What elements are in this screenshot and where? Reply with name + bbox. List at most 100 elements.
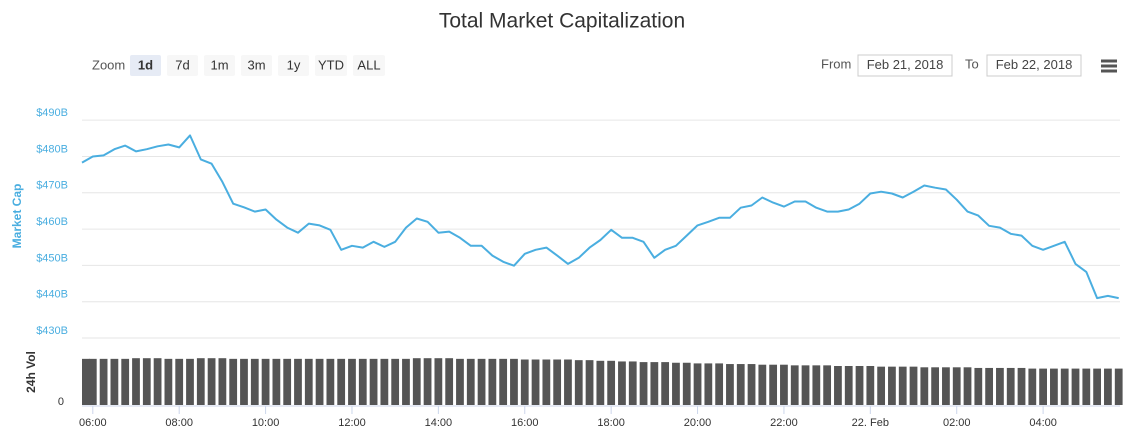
volume-bar xyxy=(618,361,626,405)
from-label: From xyxy=(821,56,851,71)
volume-bar xyxy=(348,358,356,405)
zoom-button-label[interactable]: 7d xyxy=(175,57,189,72)
zoom-button[interactable] xyxy=(353,55,385,76)
volume-bar xyxy=(294,358,302,405)
volume-bar xyxy=(682,362,691,405)
y-tick-label: $450B xyxy=(36,252,68,264)
y-axis-title: Market Cap xyxy=(10,184,24,249)
y2-tick-label: 0 xyxy=(58,396,64,408)
volume-bar xyxy=(218,358,227,405)
x-tick-label: 12:00 xyxy=(338,417,366,429)
zoom-button[interactable] xyxy=(278,55,309,76)
zoom-button[interactable] xyxy=(315,55,347,76)
volume-bar xyxy=(434,358,443,405)
volume-bar xyxy=(693,363,702,405)
volume-bar xyxy=(855,366,864,405)
volume-bar xyxy=(488,358,497,405)
y-tick-label: $470B xyxy=(36,180,68,192)
volume-bar xyxy=(996,367,1004,405)
zoom-button-label[interactable]: 1d xyxy=(138,57,153,72)
volume-bar xyxy=(164,358,173,405)
volume-bar xyxy=(391,358,400,405)
volume-bar xyxy=(272,358,281,405)
volume-bar xyxy=(844,366,853,405)
volume-bar xyxy=(402,358,410,405)
volume-bar xyxy=(1104,368,1112,405)
zoom-button[interactable] xyxy=(241,55,272,76)
volume-bar xyxy=(574,360,583,405)
zoom-button-label[interactable]: 3m xyxy=(247,57,265,72)
volume-bar xyxy=(866,366,875,405)
zoom-label: Zoom xyxy=(92,57,125,72)
volume-bar xyxy=(337,358,346,405)
zoom-button[interactable] xyxy=(130,55,161,76)
volume-bar xyxy=(1028,368,1037,405)
volume-bar xyxy=(358,358,367,405)
volume-bar xyxy=(747,364,756,405)
x-tick-label: 14:00 xyxy=(425,417,453,429)
volume-bar xyxy=(175,358,184,405)
zoom-button-label[interactable]: 1m xyxy=(210,57,228,72)
y-tick-label: $480B xyxy=(36,143,68,155)
to-label: To xyxy=(965,56,979,71)
volume-bar xyxy=(196,358,205,405)
volume-bar xyxy=(585,360,594,405)
zoom-button-label[interactable]: YTD xyxy=(318,57,344,72)
volume-bar xyxy=(229,358,238,405)
volume-bar xyxy=(1039,368,1047,405)
volume-bar xyxy=(661,362,670,405)
volume-bar xyxy=(88,358,97,405)
zoom-button-label[interactable]: 1y xyxy=(287,57,301,72)
from-value[interactable]: Feb 21, 2018 xyxy=(867,57,944,72)
volume-bar xyxy=(477,358,486,405)
y2-axis-title: 24h Vol xyxy=(24,351,38,393)
volume-bar xyxy=(974,367,983,405)
volume-bar xyxy=(423,358,432,405)
volume-bar xyxy=(607,360,616,405)
volume-bar xyxy=(920,367,929,405)
volume-bar xyxy=(769,364,778,405)
volume-bar xyxy=(82,358,90,405)
volume-bar xyxy=(801,365,810,405)
x-tick-label: 22. Feb xyxy=(852,417,889,429)
volume-bar xyxy=(877,366,886,405)
volume-bar xyxy=(931,367,940,405)
volume-bar xyxy=(456,358,464,405)
menu-button[interactable] xyxy=(1098,56,1120,76)
x-tick-label: 16:00 xyxy=(511,417,539,429)
zoom-button[interactable] xyxy=(167,55,198,76)
volume-bar xyxy=(639,362,648,405)
chart-title: Total Market Capitalization xyxy=(439,10,685,33)
zoom-button-label[interactable]: ALL xyxy=(357,57,380,72)
volume-bar xyxy=(132,358,140,405)
x-tick-label: 04:00 xyxy=(1029,417,1057,429)
volume-bar xyxy=(542,359,551,405)
volume-bar xyxy=(207,358,216,405)
volume-bar xyxy=(326,358,335,405)
volume-bar xyxy=(952,367,961,405)
to-value[interactable]: Feb 22, 2018 xyxy=(996,57,1073,72)
volume-bar xyxy=(261,358,270,405)
volume-bar xyxy=(790,365,799,405)
volume-bar xyxy=(715,363,724,405)
volume-bar xyxy=(412,358,421,405)
volume-bar xyxy=(780,364,788,405)
y-tick-label: $440B xyxy=(36,289,68,301)
volume-bar xyxy=(596,360,605,405)
from-input[interactable] xyxy=(857,54,953,77)
volume-bar xyxy=(888,366,896,405)
volume-bar xyxy=(283,358,292,405)
volume-bar xyxy=(942,367,950,405)
zoom-button[interactable] xyxy=(204,55,235,76)
volume-bar xyxy=(380,358,389,405)
volume-bar xyxy=(1060,368,1069,405)
volume-bar xyxy=(250,358,259,405)
volume-bar xyxy=(628,361,637,405)
volume-bar xyxy=(466,358,475,405)
volume-bar xyxy=(520,359,529,405)
volume-bar xyxy=(1050,368,1058,405)
volume-bar xyxy=(304,358,313,405)
to-input[interactable] xyxy=(986,54,1082,77)
volume-bar xyxy=(726,364,734,405)
